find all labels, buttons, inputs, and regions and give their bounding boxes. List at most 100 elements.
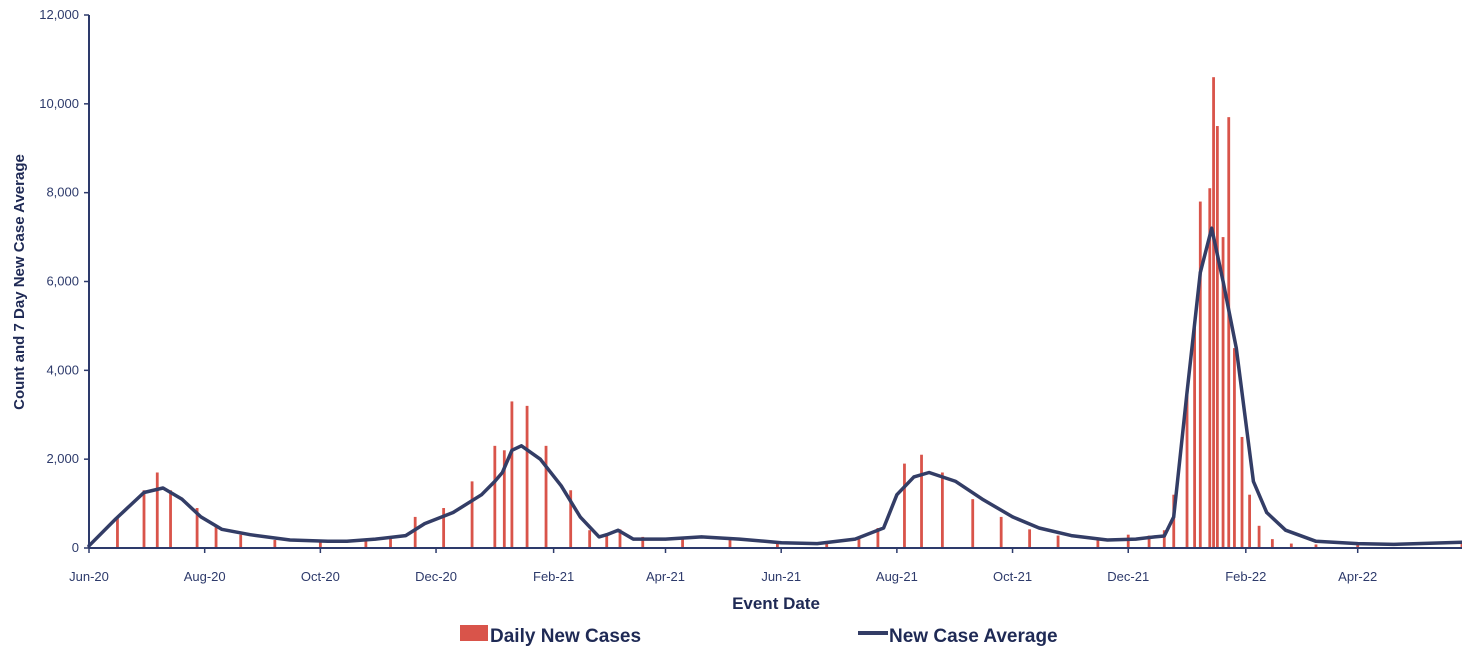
point-new-case-average — [345, 539, 349, 543]
point-new-case-average — [559, 484, 563, 488]
point-new-case-average — [1284, 528, 1288, 532]
y-tick-label: 4,000 — [46, 362, 79, 377]
bar-daily-new-cases — [971, 499, 975, 548]
bar-daily-new-cases — [502, 450, 506, 548]
x-tick-label: Aug-21 — [876, 569, 918, 584]
point-new-case-average — [597, 535, 601, 539]
bar-daily-new-cases — [1028, 529, 1032, 548]
bar-daily-new-cases — [142, 490, 146, 548]
point-new-case-average — [927, 470, 931, 474]
bar-daily-new-cases — [1240, 436, 1244, 548]
x-tick-label: Feb-21 — [533, 569, 574, 584]
x-tick-label: Dec-20 — [415, 569, 457, 584]
bar-daily-new-cases — [1208, 188, 1212, 548]
bar-daily-new-cases — [1356, 543, 1360, 548]
point-new-case-average — [114, 517, 118, 521]
x-tick-label: Aug-20 — [184, 569, 226, 584]
bar-daily-new-cases — [1162, 530, 1166, 548]
point-new-case-average — [510, 448, 514, 452]
bar-daily-new-cases — [155, 472, 159, 548]
point-new-case-average — [912, 475, 916, 479]
point-new-case-average — [493, 479, 497, 483]
bar-daily-new-cases — [857, 537, 861, 548]
x-tick-label: Feb-22 — [1225, 569, 1266, 584]
legend-swatch-daily-new-cases — [460, 625, 488, 641]
bar-daily-new-cases — [544, 445, 548, 548]
point-new-case-average — [288, 538, 292, 542]
point-new-case-average — [1185, 391, 1189, 395]
point-new-case-average — [779, 541, 783, 545]
bar-daily-new-cases — [169, 490, 172, 548]
legend: Daily New Cases New Case Average — [460, 625, 1058, 647]
bar-daily-new-cases — [318, 541, 322, 548]
point-new-case-average — [161, 486, 165, 490]
point-new-case-average — [248, 533, 252, 537]
bar-daily-new-cases — [493, 445, 497, 548]
point-new-case-average — [1265, 510, 1269, 514]
point-new-case-average — [500, 470, 504, 474]
y-tick-label: 8,000 — [46, 185, 79, 200]
bar-daily-new-cases — [1185, 392, 1189, 548]
point-new-case-average — [1153, 535, 1157, 539]
bar-daily-new-cases — [470, 481, 474, 548]
point-new-case-average — [737, 537, 741, 541]
point-new-case-average — [326, 539, 330, 543]
bar-daily-new-cases — [442, 508, 446, 548]
point-new-case-average — [1172, 515, 1176, 519]
point-new-case-average — [480, 493, 484, 497]
point-new-case-average — [664, 537, 668, 541]
bar-daily-new-cases — [195, 508, 199, 548]
y-tick-label: 12,000 — [39, 7, 79, 22]
point-new-case-average — [700, 535, 704, 539]
point-new-case-average — [1356, 542, 1360, 546]
point-new-case-average — [1037, 526, 1041, 530]
bar-daily-new-cases — [239, 534, 243, 548]
bar-daily-new-cases — [1193, 325, 1197, 548]
bar-daily-new-cases — [588, 530, 592, 548]
bar-daily-new-cases — [618, 529, 622, 548]
point-new-case-average — [1069, 534, 1073, 538]
y-tick-label: 10,000 — [39, 96, 79, 111]
bar-daily-new-cases — [999, 516, 1003, 548]
bar-daily-new-cases — [920, 454, 923, 548]
bar-daily-new-cases — [214, 525, 218, 548]
y-axis-title: Count and 7 Day New Case Average — [11, 154, 28, 410]
line-new-case-average — [87, 226, 1462, 548]
bar-daily-new-cases — [116, 516, 119, 548]
bar-daily-new-cases — [641, 536, 645, 548]
bar-daily-new-cases — [1056, 535, 1060, 548]
point-new-case-average — [1162, 534, 1166, 538]
bar-daily-new-cases — [1172, 494, 1176, 548]
bar-daily-new-cases — [1227, 117, 1231, 549]
point-new-case-average — [631, 537, 635, 541]
point-new-case-average — [538, 457, 542, 461]
bar-daily-new-cases — [1126, 534, 1130, 548]
point-new-case-average — [404, 534, 408, 538]
point-new-case-average — [980, 497, 984, 501]
bar-daily-new-cases — [413, 516, 417, 548]
point-new-case-average — [142, 490, 146, 494]
bar-daily-new-cases — [1257, 525, 1261, 548]
axes — [88, 15, 1462, 549]
point-new-case-average — [199, 515, 203, 519]
x-tick-labels: Jun-20 Aug-20 Oct-20 Dec-20 Feb-21 Apr-21 Jun-… — [69, 548, 1377, 584]
bar-daily-new-cases — [876, 528, 880, 548]
x-tick-label: Jun-21 — [761, 569, 801, 584]
y-tick-label: 2,000 — [46, 451, 79, 466]
bar-daily-new-cases — [1212, 77, 1215, 548]
point-new-case-average — [423, 522, 427, 526]
point-new-case-average — [1314, 539, 1318, 543]
point-new-case-average — [578, 515, 582, 519]
bar-daily-new-cases — [273, 540, 277, 548]
bar-daily-new-cases — [510, 401, 514, 548]
point-new-case-average — [451, 510, 455, 514]
bar-daily-new-cases — [728, 537, 732, 548]
bar-daily-new-cases — [1221, 237, 1225, 549]
x-tick-label: Oct-21 — [993, 569, 1032, 584]
bar-daily-new-cases — [569, 490, 573, 548]
bar-daily-new-cases — [940, 472, 944, 548]
bar-daily-new-cases — [1233, 348, 1236, 548]
point-new-case-average — [1105, 538, 1109, 542]
bar-daily-new-cases — [389, 536, 392, 548]
